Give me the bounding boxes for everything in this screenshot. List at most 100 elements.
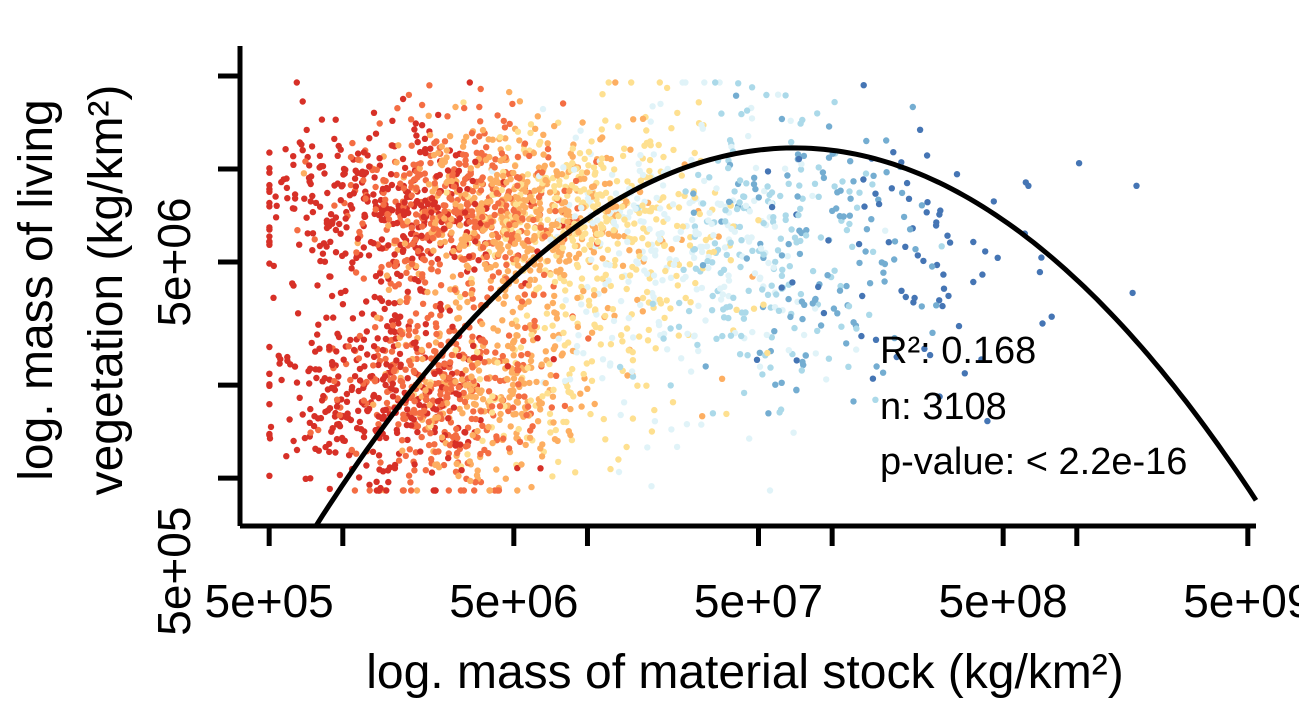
data-point [452, 378, 459, 385]
data-point [692, 231, 699, 238]
data-point [366, 163, 373, 170]
data-point [403, 269, 410, 276]
data-point [543, 310, 551, 317]
data-point [602, 189, 610, 196]
data-point [333, 396, 341, 403]
data-point [360, 275, 367, 282]
data-point [319, 250, 327, 257]
data-point [514, 361, 521, 368]
data-point [468, 130, 476, 137]
data-point [537, 465, 544, 472]
data-point [561, 377, 569, 385]
data-point [562, 297, 569, 304]
data-point [764, 349, 771, 357]
data-point [788, 226, 795, 233]
data-point [319, 163, 327, 170]
data-point [711, 240, 719, 247]
data-point [309, 247, 316, 254]
data-point [541, 233, 548, 240]
data-point [601, 287, 608, 294]
data-point [745, 132, 752, 140]
data-point [717, 296, 725, 303]
data-point [506, 88, 513, 96]
data-point [923, 152, 931, 159]
data-point [653, 216, 660, 223]
data-point [936, 393, 943, 400]
data-point [407, 318, 414, 325]
data-point [512, 410, 519, 418]
data-point [452, 103, 459, 111]
data-point [631, 220, 638, 227]
data-point [623, 285, 630, 293]
data-point [673, 443, 681, 451]
data-point [436, 304, 444, 311]
data-point [594, 201, 602, 208]
data-point [299, 411, 306, 418]
data-point [476, 355, 483, 362]
data-point [403, 298, 410, 305]
data-point [294, 227, 301, 234]
data-point [599, 91, 606, 98]
data-point [743, 180, 750, 187]
data-point [447, 359, 454, 366]
data-point [410, 406, 418, 414]
data-point [778, 379, 785, 386]
data-point [355, 387, 362, 395]
data-point [326, 345, 333, 353]
data-point [360, 177, 367, 184]
data-point [345, 452, 353, 459]
data-point [750, 181, 758, 188]
data-point [446, 222, 453, 229]
data-point [314, 331, 321, 338]
data-point [713, 185, 720, 192]
data-point [661, 242, 668, 249]
data-point [335, 373, 342, 380]
data-point [683, 421, 691, 428]
data-point [413, 185, 420, 192]
data-point [385, 216, 393, 223]
data-point [581, 155, 588, 163]
data-point [602, 271, 609, 278]
data-point [478, 387, 485, 394]
data-point [516, 137, 523, 144]
data-point [549, 393, 557, 400]
data-point [610, 317, 618, 325]
data-point [940, 285, 948, 292]
data-point [690, 190, 697, 197]
data-point [523, 411, 530, 419]
data-point [573, 342, 581, 350]
data-point [437, 391, 444, 398]
data-point [544, 216, 551, 223]
data-point [624, 178, 631, 185]
data-point [781, 165, 789, 172]
data-point [789, 279, 796, 286]
data-point [598, 155, 606, 162]
data-point [489, 231, 496, 239]
data-point [514, 128, 522, 135]
data-point [472, 238, 479, 245]
data-point [940, 271, 947, 278]
data-point [900, 213, 908, 221]
data-point [564, 383, 571, 390]
data-point [401, 199, 408, 206]
data-point [457, 203, 464, 210]
data-point [469, 212, 476, 219]
data-point [591, 171, 598, 178]
data-point [266, 343, 273, 351]
data-point [730, 294, 737, 301]
data-point [427, 430, 434, 437]
data-point [566, 187, 573, 195]
data-point [778, 115, 786, 123]
data-point [773, 291, 780, 298]
data-point [560, 329, 567, 336]
data-point [450, 247, 457, 255]
data-point [300, 170, 308, 177]
data-point [768, 334, 775, 341]
data-point [685, 307, 693, 315]
data-point [640, 218, 647, 225]
data-point [843, 340, 850, 347]
data-point [637, 301, 644, 308]
data-point [698, 248, 706, 256]
data-point [881, 278, 888, 285]
data-point [961, 370, 968, 377]
